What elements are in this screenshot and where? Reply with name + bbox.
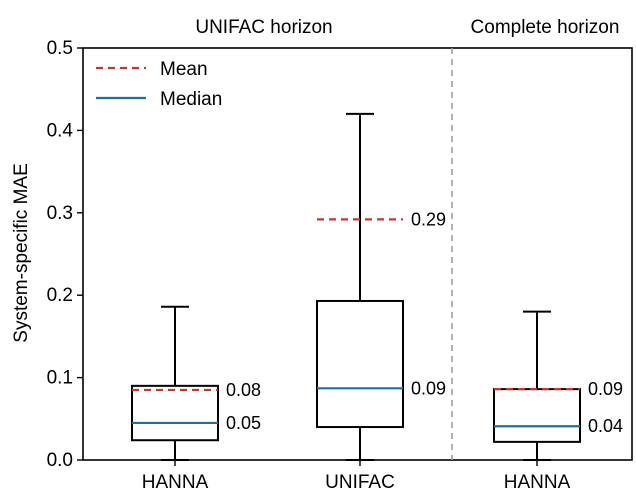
mean-label-hanna-3: 0.09 [588, 379, 623, 399]
y-tick-label: 0.2 [47, 285, 73, 306]
median-label-hanna-1: 0.05 [226, 413, 261, 433]
y-tick-label: 0.0 [47, 450, 73, 471]
x-tick-label-unifac-2: UNIFAC [325, 472, 395, 491]
y-tick-label: 0.3 [47, 203, 73, 224]
y-tick-label: 0.1 [47, 368, 73, 389]
x-tick-label-hanna-3: HANNA [504, 472, 571, 491]
y-axis-label: System-specific MAE [11, 163, 32, 342]
panel-title-complete-horizon: Complete horizon [471, 17, 620, 38]
mean-label-hanna-1: 0.08 [226, 380, 261, 400]
mean-label-unifac-2: 0.29 [411, 209, 446, 229]
panel-title-unifac-horizon: UNIFAC horizon [195, 17, 332, 38]
legend-mean-label: Mean [160, 59, 208, 80]
legend: Mean Median [96, 59, 222, 110]
y-tick-label: 0.5 [47, 38, 73, 59]
box-hanna-3 [493, 388, 581, 443]
plot-area: 0.0 0.1 0.2 0.3 0.4 0.5 HANNA 0.05 0.08 UNIFAC 0.0… [47, 38, 633, 491]
median-label-unifac-2: 0.09 [411, 378, 446, 398]
box-unifac-2 [316, 299, 404, 429]
y-tick-label: 0.4 [47, 120, 74, 141]
legend-median-label: Median [160, 89, 222, 110]
x-tick-label-hanna-1: HANNA [142, 472, 209, 491]
box-hanna-1 [131, 384, 219, 442]
median-label-hanna-3: 0.04 [588, 416, 623, 436]
